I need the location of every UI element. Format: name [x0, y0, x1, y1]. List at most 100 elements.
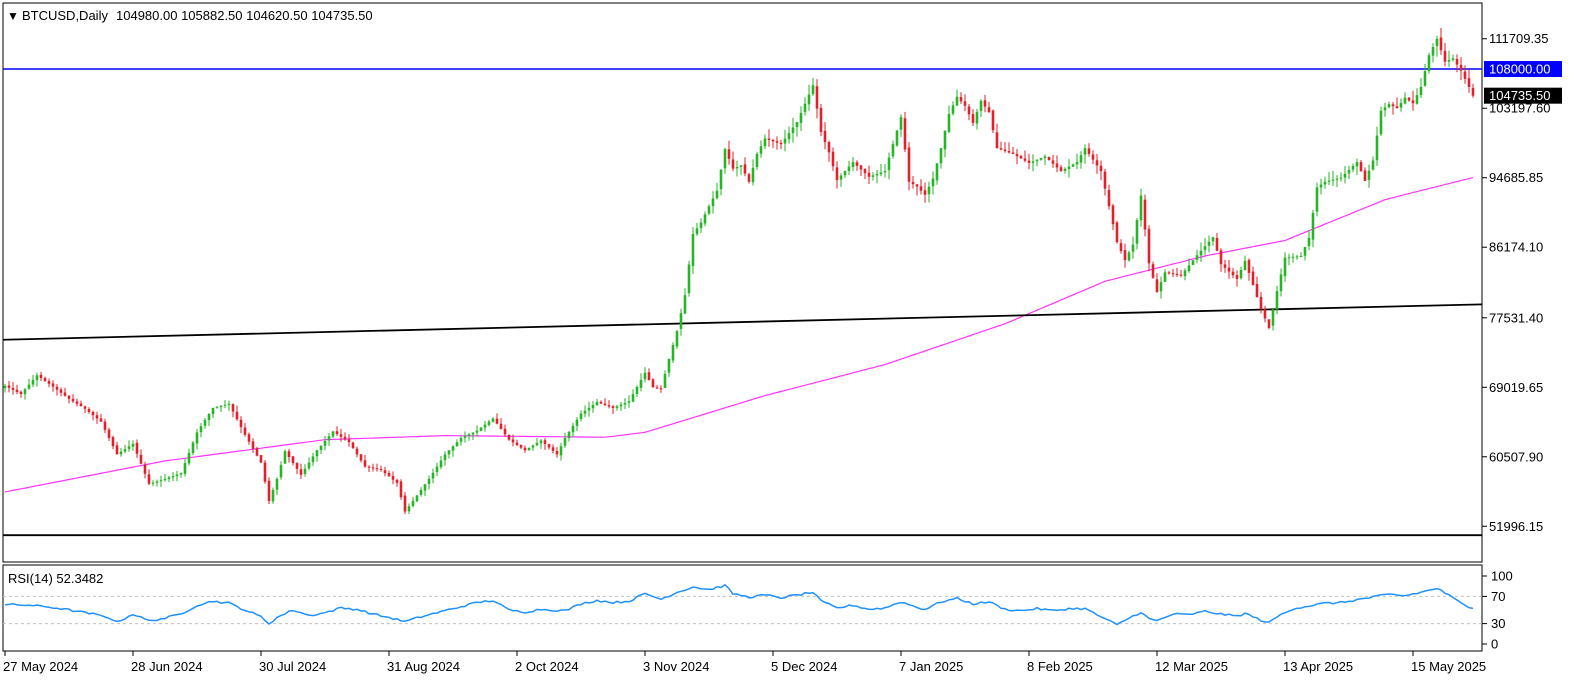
candle-body — [291, 456, 295, 463]
candle — [287, 448, 291, 463]
candle — [611, 404, 615, 415]
candle — [323, 435, 327, 451]
candle — [1167, 270, 1171, 275]
rsi-axis: 100 70 30 0 — [1482, 569, 1513, 652]
candle-body — [51, 383, 55, 387]
candle — [363, 455, 367, 468]
candle-body — [91, 411, 95, 416]
candle-body — [1331, 179, 1335, 181]
candle — [187, 448, 191, 466]
candle-body — [599, 402, 603, 404]
candle-body — [1275, 291, 1279, 310]
candle — [1171, 268, 1175, 278]
candle-body — [979, 100, 983, 111]
candle — [183, 458, 187, 477]
time-tick-label: 7 Jan 2025 — [899, 659, 963, 674]
candle — [1075, 153, 1079, 169]
candle — [1419, 78, 1423, 99]
candle-body — [1111, 205, 1115, 225]
candle — [311, 452, 315, 466]
candle — [1403, 92, 1407, 105]
candle — [1351, 163, 1355, 173]
candle-body — [1131, 244, 1135, 252]
candle-body — [1155, 279, 1159, 292]
candle-body — [863, 169, 867, 174]
candle — [83, 405, 87, 413]
candle-body — [23, 389, 27, 395]
candle-body — [519, 444, 523, 448]
candle — [979, 99, 983, 117]
candle-body — [963, 101, 967, 106]
candle-body — [387, 472, 391, 477]
price-tick-label: 103197.60 — [1489, 101, 1550, 116]
candle — [915, 184, 919, 196]
candle-body — [1207, 241, 1211, 246]
candle — [423, 483, 427, 497]
candle-body — [1395, 106, 1399, 109]
candle-body — [591, 404, 595, 409]
candle-body — [1279, 274, 1283, 292]
candle-body — [559, 446, 563, 456]
candle — [1471, 83, 1475, 98]
candle — [1359, 159, 1363, 172]
candle — [51, 380, 55, 392]
candle-body — [1243, 260, 1247, 271]
candle — [735, 160, 739, 177]
candle-body — [463, 436, 467, 438]
candle — [475, 425, 479, 437]
trendline-layer[interactable] — [2, 303, 1483, 537]
candle — [487, 419, 491, 427]
candle-body — [1303, 247, 1307, 256]
candle — [1051, 155, 1055, 168]
candle-body — [1211, 237, 1215, 242]
time-axis[interactable]: 27 May 2024 28 Jun 2024 30 Jul 2024 31 Aug … — [3, 651, 1486, 674]
candle — [55, 383, 59, 396]
price-axis[interactable]: 111709.35 103197.60 94685.85 86174.10 77531.… — [1482, 31, 1550, 534]
candle-body — [1423, 71, 1427, 86]
candle — [635, 385, 639, 397]
candle — [419, 487, 423, 497]
candle — [1299, 252, 1303, 257]
candle-body — [895, 130, 899, 146]
candle-body — [235, 411, 239, 420]
candle-body — [735, 166, 739, 169]
time-tick-label: 12 Mar 2025 — [1155, 659, 1228, 674]
candle-body — [495, 418, 499, 424]
candle — [131, 440, 135, 451]
candle-body — [327, 436, 331, 441]
candle-body — [139, 454, 143, 464]
candle — [175, 470, 179, 482]
candle — [1307, 230, 1311, 251]
candle — [639, 373, 643, 392]
candle-body — [115, 445, 119, 455]
candle — [711, 191, 715, 214]
candle-body — [703, 214, 707, 224]
candle-body — [823, 130, 827, 143]
candle-body — [1119, 243, 1123, 252]
time-tick-label: 15 May 2025 — [1411, 659, 1486, 674]
candle — [1035, 159, 1039, 167]
candle-body — [543, 440, 547, 444]
price-tick-label: 77531.40 — [1489, 310, 1543, 325]
candle — [567, 431, 571, 442]
header-arrow-icon[interactable]: ▼ — [7, 9, 19, 23]
candle — [1431, 43, 1435, 63]
candle — [335, 426, 339, 436]
candle — [415, 495, 419, 503]
candle — [515, 439, 519, 447]
candle — [1355, 158, 1359, 175]
candle-body — [623, 402, 627, 405]
candle — [127, 440, 131, 452]
candle-body — [835, 167, 839, 181]
candle — [383, 466, 387, 477]
candle — [267, 477, 271, 505]
candle-body — [1259, 296, 1263, 310]
candle-body — [311, 456, 315, 463]
candle-body — [1023, 158, 1027, 161]
candle — [739, 165, 743, 176]
candle-body — [839, 175, 843, 180]
candle-body — [1123, 250, 1127, 261]
candle-body — [935, 163, 939, 181]
